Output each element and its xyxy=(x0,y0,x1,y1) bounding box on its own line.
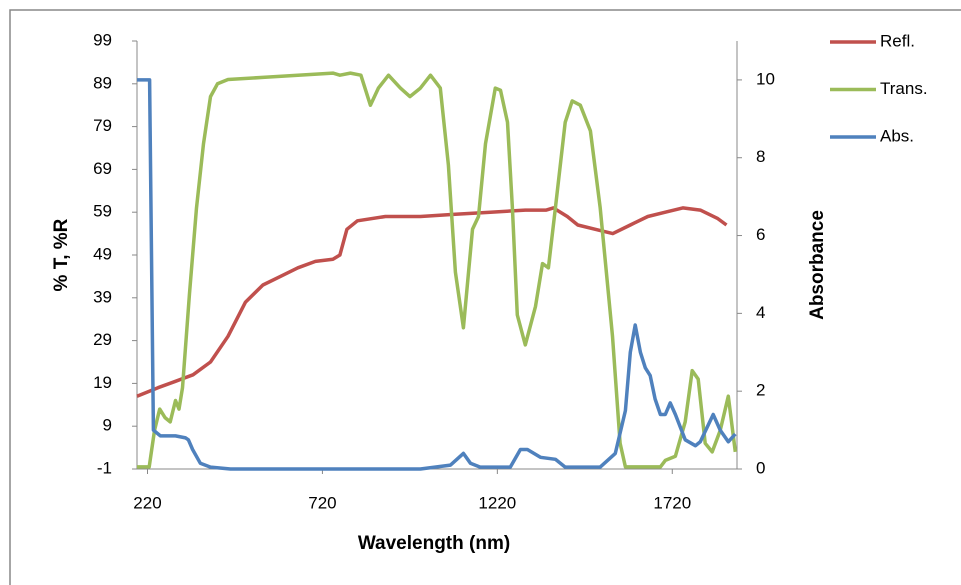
y2-tick-label: 0 xyxy=(756,458,765,477)
y2-axis-title: Absorbance xyxy=(807,210,828,320)
y-tick-label: 29 xyxy=(93,330,112,349)
y2-tick-label: 4 xyxy=(756,303,765,322)
y-tick-label: 9 xyxy=(103,416,112,435)
x-tick-label: 220 xyxy=(133,493,161,512)
x-tick-label: 720 xyxy=(308,493,336,512)
y2-tick-label: 2 xyxy=(756,381,765,400)
series-line xyxy=(137,71,738,469)
y-tick-label: -1 xyxy=(97,458,112,477)
y-tick-label: 59 xyxy=(93,202,112,221)
y-tick-label: 99 xyxy=(93,30,112,49)
x-axis-title: Wavelength (nm) xyxy=(358,533,510,554)
series-line xyxy=(137,78,737,471)
y-tick-label: 79 xyxy=(93,116,112,135)
y2-tick-label: 8 xyxy=(756,147,765,166)
x-tick-label: 1220 xyxy=(478,493,516,512)
legend-label: Abs. xyxy=(880,126,914,145)
y-tick-label: 89 xyxy=(93,73,112,92)
y2-tick-label: 10 xyxy=(756,69,775,88)
y-tick-label: 69 xyxy=(93,159,112,178)
y-tick-label: 39 xyxy=(93,287,112,306)
legend-label: Trans. xyxy=(880,79,928,98)
x-tick-label: 1720 xyxy=(653,493,691,512)
y2-tick-label: 6 xyxy=(756,225,765,244)
chart-frame xyxy=(9,9,961,585)
y-tick-label: 49 xyxy=(93,244,112,263)
legend-label: Refl. xyxy=(880,31,915,50)
y-tick-label: 19 xyxy=(93,373,112,392)
y-axis-title: % T, %R xyxy=(51,218,72,291)
series-line xyxy=(136,206,728,398)
